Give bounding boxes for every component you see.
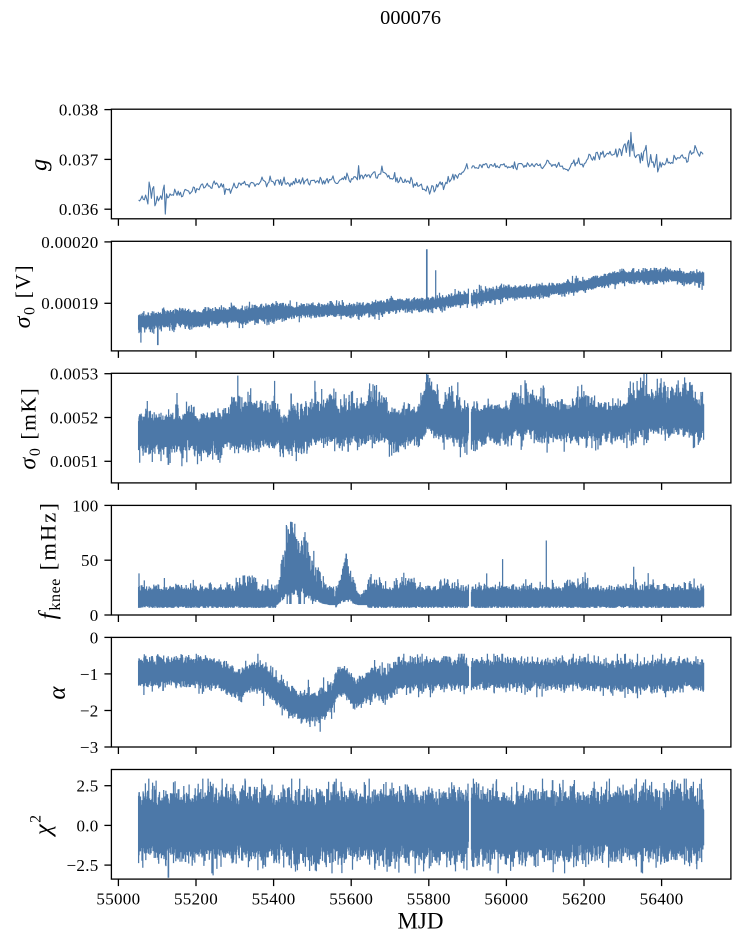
svg-text:0.00020: 0.00020 xyxy=(41,233,98,252)
svg-text:0.0: 0.0 xyxy=(76,816,98,835)
svg-text:MJD: MJD xyxy=(397,909,443,934)
svg-text:2.5: 2.5 xyxy=(76,777,98,796)
svg-text:fknee [mHz]: fknee [mHz] xyxy=(36,501,65,619)
svg-text:56200: 56200 xyxy=(562,889,606,908)
svg-text:55600: 55600 xyxy=(329,889,373,908)
svg-text:σ0 [mK]: σ0 [mK] xyxy=(16,387,45,470)
svg-text:α: α xyxy=(44,685,71,700)
svg-text:0.0051: 0.0051 xyxy=(50,452,99,471)
svg-text:0.037: 0.037 xyxy=(59,150,99,169)
svg-text:0.038: 0.038 xyxy=(59,101,99,120)
svg-text:0.00019: 0.00019 xyxy=(41,294,98,313)
svg-text:0.036: 0.036 xyxy=(59,200,99,219)
svg-text:56000: 56000 xyxy=(484,889,528,908)
svg-text:χ2: χ2 xyxy=(28,813,57,837)
svg-text:000076: 000076 xyxy=(380,7,441,29)
svg-text:0.0052: 0.0052 xyxy=(50,408,99,427)
svg-text:0.0053: 0.0053 xyxy=(50,365,99,384)
svg-text:50: 50 xyxy=(81,551,99,570)
svg-text:100: 100 xyxy=(72,496,98,515)
svg-text:55800: 55800 xyxy=(407,889,451,908)
svg-text:55000: 55000 xyxy=(96,889,140,908)
svg-text:σ0 [V]: σ0 [V] xyxy=(10,264,39,329)
svg-text:−2.5: −2.5 xyxy=(67,856,99,875)
svg-text:−3: −3 xyxy=(80,738,99,757)
svg-text:56400: 56400 xyxy=(640,889,684,908)
svg-text:g: g xyxy=(26,157,53,171)
svg-text:55400: 55400 xyxy=(252,889,296,908)
svg-text:0: 0 xyxy=(90,606,99,625)
svg-text:55200: 55200 xyxy=(174,889,218,908)
svg-text:0: 0 xyxy=(90,628,99,647)
svg-text:−2: −2 xyxy=(80,701,99,720)
svg-text:−1: −1 xyxy=(80,665,99,684)
